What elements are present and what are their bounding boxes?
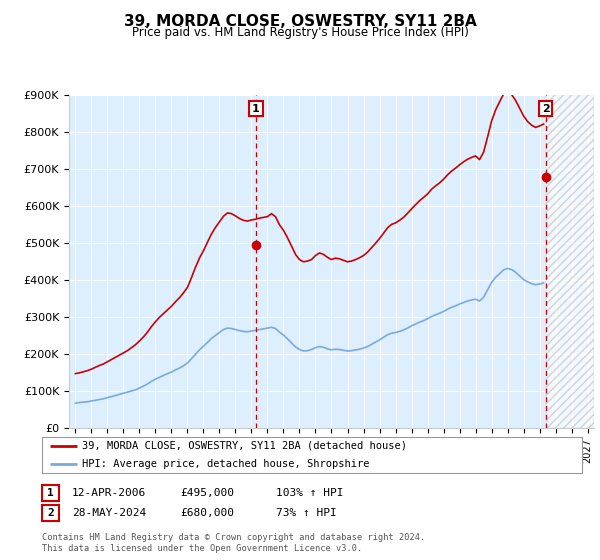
Text: 1: 1 <box>252 104 260 114</box>
Text: 12-APR-2006: 12-APR-2006 <box>72 488 146 498</box>
Text: 2: 2 <box>47 508 54 518</box>
Text: 73% ↑ HPI: 73% ↑ HPI <box>276 508 337 518</box>
Text: £680,000: £680,000 <box>180 508 234 518</box>
Text: HPI: Average price, detached house, Shropshire: HPI: Average price, detached house, Shro… <box>83 459 370 469</box>
Text: 39, MORDA CLOSE, OSWESTRY, SY11 2BA: 39, MORDA CLOSE, OSWESTRY, SY11 2BA <box>124 14 476 29</box>
Text: 39, MORDA CLOSE, OSWESTRY, SY11 2BA (detached house): 39, MORDA CLOSE, OSWESTRY, SY11 2BA (det… <box>83 441 407 451</box>
Text: Contains HM Land Registry data © Crown copyright and database right 2024.
This d: Contains HM Land Registry data © Crown c… <box>42 534 425 553</box>
Text: Price paid vs. HM Land Registry's House Price Index (HPI): Price paid vs. HM Land Registry's House … <box>131 26 469 39</box>
Text: 2: 2 <box>542 104 550 114</box>
Text: £495,000: £495,000 <box>180 488 234 498</box>
Text: 28-MAY-2024: 28-MAY-2024 <box>72 508 146 518</box>
Text: 1: 1 <box>47 488 54 498</box>
Bar <box>545 95 594 428</box>
Text: 103% ↑ HPI: 103% ↑ HPI <box>276 488 343 498</box>
